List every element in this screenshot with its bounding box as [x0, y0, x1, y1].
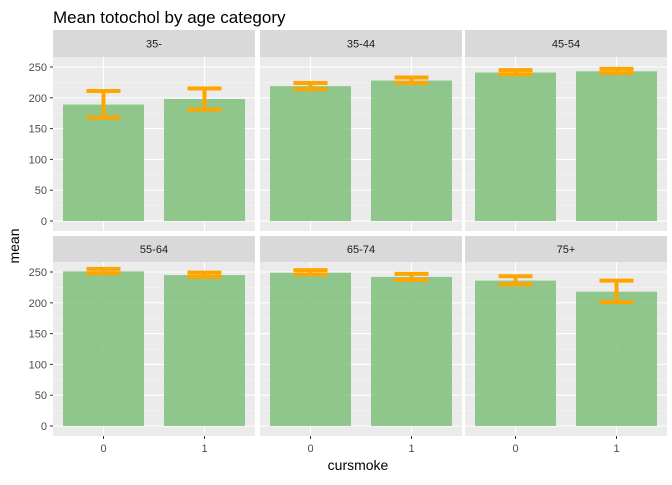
- x-tick-label: 1: [408, 443, 414, 455]
- x-tick-label: 0: [307, 443, 313, 455]
- facet-panel: 75+ 0 1: [465, 236, 667, 455]
- y-tick-label: 50: [35, 390, 47, 402]
- error-bar: [394, 271, 429, 283]
- bar: [270, 272, 351, 426]
- y-tick-label: 0: [41, 216, 47, 228]
- bar: [576, 71, 657, 221]
- error-bar: [394, 75, 429, 86]
- x-tick-label: 0: [512, 443, 518, 455]
- facet-strip: [465, 30, 667, 57]
- error-bar: [599, 66, 634, 76]
- x-axis-title: cursmoke: [328, 457, 389, 473]
- bar: [475, 72, 556, 221]
- bar: [63, 104, 144, 221]
- x-tick-label: 1: [613, 443, 619, 455]
- y-tick-label: 100: [29, 154, 47, 166]
- bar: [371, 80, 452, 221]
- facet-strip-label: 65-74: [347, 244, 375, 256]
- facet-panel: 35- 0 50 100 150 200 250: [29, 30, 255, 231]
- bar: [576, 291, 657, 426]
- error-bar: [86, 89, 121, 120]
- error-bar: [86, 266, 121, 276]
- bar: [63, 271, 144, 426]
- error-bar: [498, 274, 533, 287]
- error-bar: [293, 81, 328, 92]
- facet-strip: [260, 30, 462, 57]
- facet-panel: 35-44: [260, 30, 462, 231]
- error-bar: [293, 268, 328, 277]
- error-bar: [599, 278, 634, 305]
- facet-strip-label: 35-: [146, 39, 162, 51]
- y-tick-label: 200: [29, 93, 47, 105]
- facet-strip-label: 55-64: [140, 244, 168, 256]
- facet-panel: 55-64 0 50 100 150 200 250 0 1: [29, 236, 255, 455]
- y-tick-label: 0: [41, 421, 47, 433]
- facet-strip: [260, 236, 462, 262]
- facet-panel: 65-74 0 1: [260, 236, 462, 455]
- error-bar: [187, 270, 222, 279]
- x-tick-label: 0: [100, 443, 106, 455]
- x-tick-label: 1: [201, 443, 207, 455]
- facet-strip: [53, 236, 255, 262]
- y-tick-label: 200: [29, 298, 47, 310]
- facet-panel: 45-54: [465, 30, 667, 231]
- y-tick-label: 100: [29, 359, 47, 371]
- error-bar: [187, 86, 222, 112]
- y-tick-label: 50: [35, 185, 47, 197]
- facet-strip-label: 35-44: [347, 39, 375, 51]
- bar: [164, 275, 245, 426]
- y-tick-label: 150: [29, 124, 47, 136]
- facet-strip-label: 45-54: [552, 39, 580, 51]
- bar: [475, 280, 556, 426]
- facet-strip: [53, 30, 255, 57]
- facet-strip: [465, 236, 667, 262]
- y-axis-title: mean: [6, 228, 22, 263]
- bar: [270, 86, 351, 221]
- chart-title: Mean totochol by age category: [53, 8, 286, 27]
- bar: [164, 99, 245, 221]
- y-tick-label: 250: [29, 62, 47, 74]
- y-tick-label: 250: [29, 267, 47, 279]
- error-bar: [498, 68, 533, 77]
- bar: [371, 276, 452, 426]
- facet-strip-label: 75+: [557, 244, 576, 256]
- y-tick-label: 150: [29, 329, 47, 341]
